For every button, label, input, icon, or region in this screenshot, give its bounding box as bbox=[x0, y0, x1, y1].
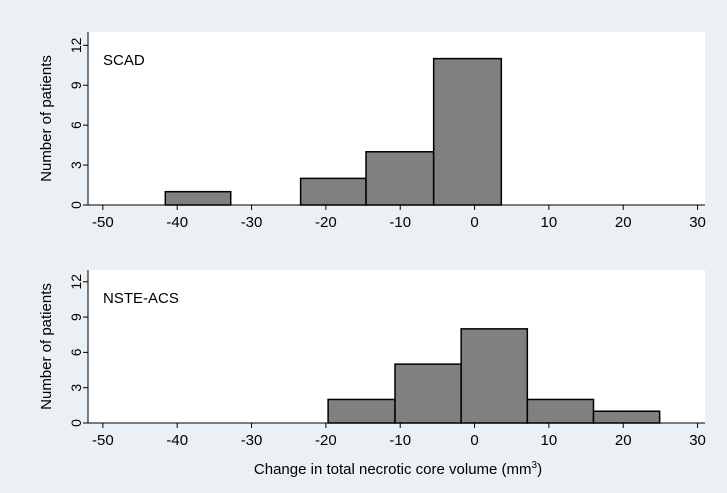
x-tick-label: -30 bbox=[241, 214, 263, 231]
y-tick-label: 9 bbox=[68, 313, 84, 321]
histogram-bar bbox=[299, 177, 367, 206]
x-tick-label: 0 bbox=[470, 432, 478, 449]
y-tick-label: 6 bbox=[68, 348, 84, 356]
x-axis-label-superscript: 3 bbox=[532, 460, 538, 471]
x-tick-label: -10 bbox=[389, 432, 411, 449]
histogram-bar bbox=[394, 363, 462, 424]
x-tick-label: 30 bbox=[689, 432, 706, 449]
y-tick-label: 6 bbox=[68, 121, 84, 129]
x-tick-label: 10 bbox=[541, 432, 558, 449]
x-tick-label: 10 bbox=[541, 214, 558, 231]
x-tick-label: 30 bbox=[689, 214, 706, 231]
y-axis-label: Number of patients bbox=[38, 55, 55, 182]
histogram-bar bbox=[164, 190, 232, 206]
y-tick-label: 3 bbox=[68, 161, 84, 169]
x-tick-label: 20 bbox=[615, 214, 632, 231]
x-tick-label: -20 bbox=[315, 214, 337, 231]
histogram-panel-2: 0 3 6 9 12 -50 -40 -30 -20 -10 0 10 20 30 Number of pa… bbox=[38, 270, 706, 449]
histogram-panel-1: 0 3 6 9 12 -50 -40 -30 -20 -10 0 10 20 30 Number of pa… bbox=[38, 32, 706, 231]
x-tick-label: -20 bbox=[315, 432, 337, 449]
y-tick-label: 0 bbox=[68, 201, 84, 209]
x-tick-label: -40 bbox=[166, 214, 188, 231]
histogram-bar bbox=[365, 151, 435, 206]
x-axis-label-suffix: ) bbox=[537, 461, 542, 478]
histogram-bar bbox=[432, 57, 503, 206]
y-tick-label: 0 bbox=[68, 419, 84, 427]
y-tick-label: 12 bbox=[68, 37, 84, 53]
x-tick-label: -10 bbox=[389, 214, 411, 231]
histogram-bar bbox=[526, 398, 595, 424]
y-axis-label: Number of patients bbox=[38, 283, 55, 410]
x-axis-label: Change in total necrotic core volume (mm… bbox=[254, 460, 542, 478]
x-tick-label: 0 bbox=[470, 214, 478, 231]
x-axis-label-text: Change in total necrotic core volume (mm bbox=[254, 461, 532, 478]
histogram-bar bbox=[592, 410, 661, 424]
panel-title: NSTE-ACS bbox=[103, 290, 179, 307]
y-tick-label: 9 bbox=[68, 81, 84, 89]
histogram-bar bbox=[460, 328, 529, 424]
y-tick-label: 12 bbox=[68, 274, 84, 290]
x-tick-label: -50 bbox=[92, 432, 114, 449]
x-tick-label: -50 bbox=[92, 214, 114, 231]
x-tick-label: -40 bbox=[166, 432, 188, 449]
panel-title: SCAD bbox=[103, 52, 145, 69]
x-tick-label: 20 bbox=[615, 432, 632, 449]
y-tick-label: 3 bbox=[68, 384, 84, 392]
x-tick-label: -30 bbox=[241, 432, 263, 449]
histogram-bar bbox=[327, 398, 396, 424]
